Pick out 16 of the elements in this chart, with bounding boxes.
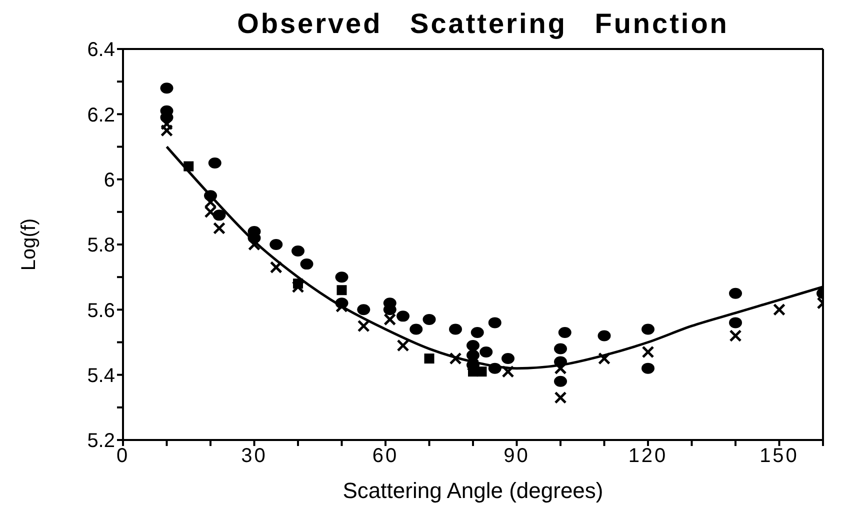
chart-title: Observed Scattering Function xyxy=(236,8,730,40)
y-tick-label: 6.2 xyxy=(87,104,115,126)
y-tick-label: 6 xyxy=(104,169,115,192)
x-tick-label: 0 xyxy=(116,445,130,468)
x-tick-label: 30 xyxy=(241,445,268,468)
x-tick-label: 120 xyxy=(628,445,668,468)
x-axis-title: Scattering Angle (degrees) xyxy=(342,478,604,503)
x-tick-label: 60 xyxy=(372,445,399,468)
y-tick-label: 5.2 xyxy=(87,430,115,452)
x-tick-label: 150 xyxy=(760,445,799,468)
x-tick-label: 90 xyxy=(504,445,530,468)
y-axis-title: Log(f) xyxy=(18,218,40,271)
y-tick-label: 6.4 xyxy=(87,39,115,62)
y-tick-label: 5.4 xyxy=(87,364,115,387)
y-tick-label: 5.6 xyxy=(87,300,115,322)
y-tick-label: 5.8 xyxy=(87,234,115,257)
